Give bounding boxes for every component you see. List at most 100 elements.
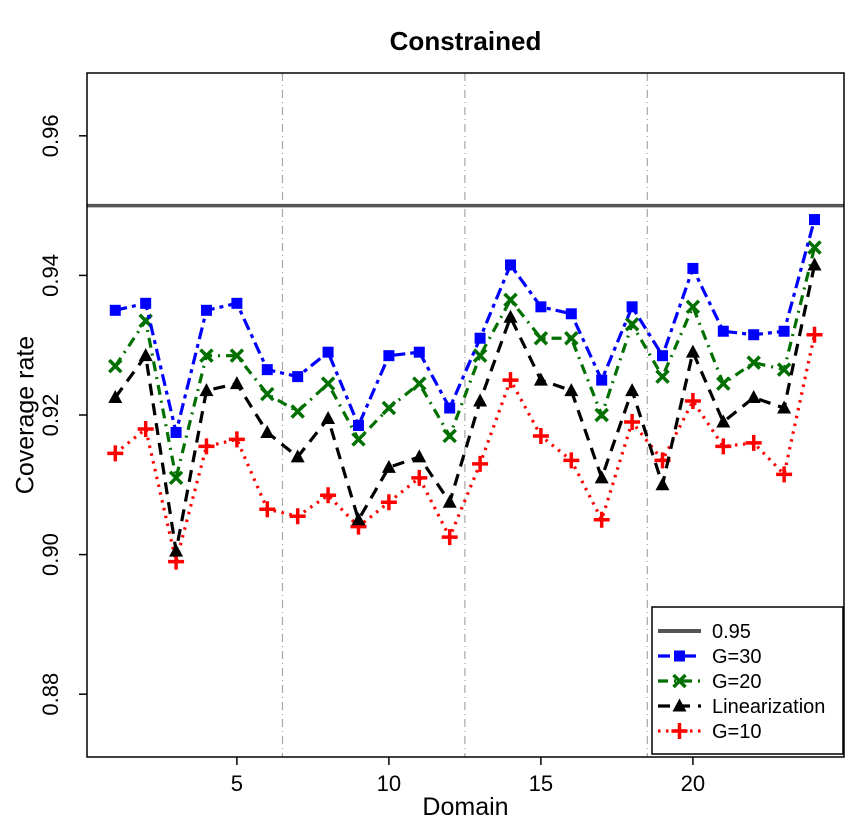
marker-G=30 [717,325,729,337]
x-axis-label: Domain [422,793,509,821]
marker-G=20 [716,376,731,391]
marker-G=10 [289,508,306,525]
legend-label: Linearization [712,696,825,718]
marker-Linearization [290,449,305,463]
x-tick-label: 5 [231,771,243,796]
marker-Linearization [594,470,609,484]
marker-Linearization [473,393,488,407]
marker-G=30 [809,214,821,226]
chart-title: Constrained [389,26,542,56]
marker-G=20 [320,376,336,391]
marker-G=20 [685,299,701,315]
marker-G=10 [259,501,276,518]
marker-Linearization [199,383,214,397]
marker-G=30 [778,325,790,337]
marker-G=10 [198,438,215,455]
marker-G=20 [776,362,792,377]
marker-Linearization [685,344,700,358]
marker-G=10 [502,372,519,389]
y-tick-label: 0.90 [38,533,63,576]
y-tick-label: 0.88 [38,673,63,716]
marker-Linearization [533,372,548,386]
marker-G=30 [657,350,669,362]
y-tick-label: 0.96 [38,114,63,157]
series-line-Linearization [113,264,817,552]
marker-G=30 [352,419,364,431]
marker-G=20 [655,369,670,384]
marker-G=30 [413,346,425,358]
marker-G=30 [140,297,152,309]
marker-Linearization [138,348,153,362]
marker-G=20 [746,355,761,370]
marker-G=10 [441,529,458,546]
marker-G=30 [200,304,212,316]
marker-Linearization [625,383,640,397]
marker-G=30 [504,259,516,271]
marker-Linearization [351,512,366,526]
marker-Linearization [655,477,670,491]
y-tick-label: 0.92 [38,394,63,437]
marker-G=20 [564,330,579,346]
y-axis-label: Coverage rate [11,335,40,495]
legend-marker [674,650,685,662]
marker-G=10 [320,487,337,504]
marker-G=10 [745,434,762,451]
marker-G=20 [624,317,640,332]
marker-G=30 [565,308,577,320]
marker-G=10 [684,393,701,410]
marker-G=20 [594,407,609,423]
legend-marker [672,698,687,712]
marker-G=30 [626,301,638,313]
marker-Linearization [412,449,427,463]
marker-G=10 [532,427,549,444]
x-tick-label: 15 [529,771,553,796]
marker-G=30 [383,350,395,362]
marker-G=30 [231,297,243,309]
marker-Linearization [321,410,336,424]
series-line-G=20 [113,247,817,479]
marker-Linearization [777,400,792,414]
marker-G=30 [535,301,547,313]
marker-G=20 [381,400,397,416]
legend-label: G=10 [712,721,761,743]
marker-G=20 [108,358,123,374]
marker-G=10 [624,413,641,430]
legend-label: G=30 [712,646,761,668]
legend-marker [671,723,688,739]
marker-G=30 [322,346,334,358]
y-tick-label: 0.94 [38,254,63,297]
marker-G=30 [748,329,760,341]
marker-G=20 [260,386,275,402]
marker-G=10 [563,452,580,469]
marker-G=10 [107,445,124,462]
marker-G=30 [261,364,273,376]
marker-Linearization [260,424,275,438]
marker-G=10 [715,438,732,455]
marker-G=30 [596,374,608,386]
marker-G=10 [411,469,428,486]
marker-Linearization [169,543,184,557]
marker-G=20 [290,404,305,419]
marker-G=10 [228,431,245,448]
marker-G=10 [776,466,793,483]
marker-G=20 [412,376,427,391]
marker-Linearization [807,257,822,271]
marker-Linearization [716,414,731,428]
marker-Linearization [746,390,761,404]
marker-G=30 [474,332,486,344]
x-tick-label: 10 [377,771,401,796]
marker-Linearization [381,459,396,473]
marker-G=20 [503,292,518,308]
marker-G=20 [168,470,184,486]
marker-G=30 [687,262,699,274]
marker-G=30 [292,371,304,383]
marker-G=10 [472,455,489,472]
marker-G=30 [170,426,182,438]
legend-marker [672,673,687,689]
marker-G=10 [806,326,823,343]
marker-G=30 [109,304,121,316]
marker-G=20 [533,330,549,346]
legend-label: 0.95 [712,621,751,643]
